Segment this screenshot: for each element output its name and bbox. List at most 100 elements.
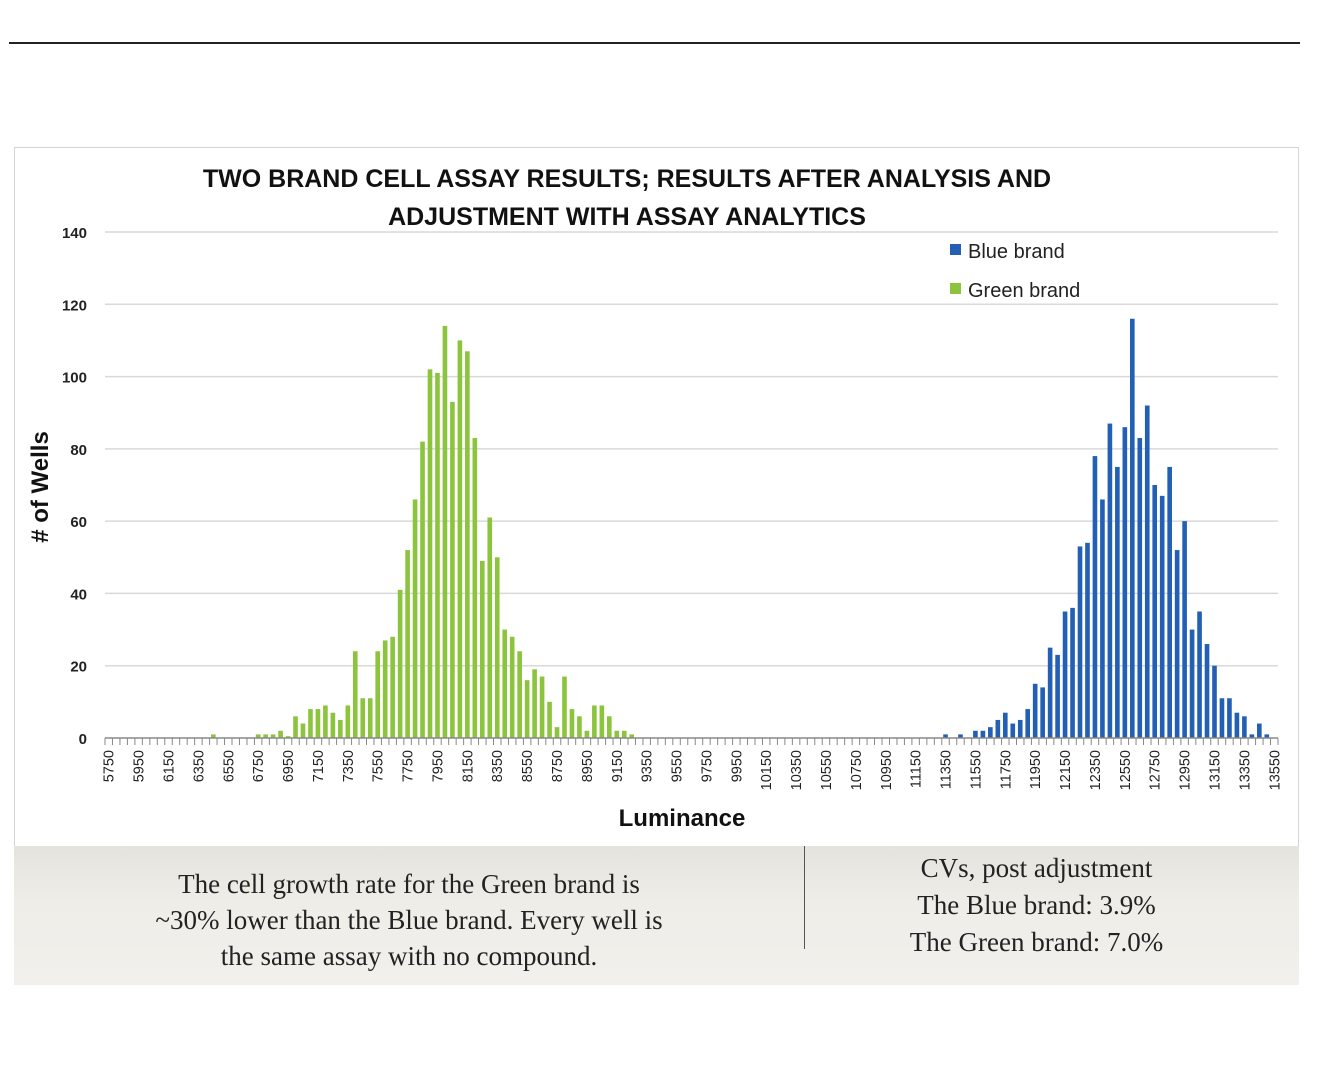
x-tick-label: 11950 <box>1028 750 1044 789</box>
green-brand-bar <box>293 716 298 738</box>
blue-brand-bar <box>973 730 978 738</box>
x-tick-label: 9950 <box>729 750 745 782</box>
blue-brand-bar <box>1025 709 1031 738</box>
green-brand-bar <box>577 716 582 738</box>
x-tick-label: 12950 <box>1178 750 1194 790</box>
green-brand-bar <box>539 676 545 738</box>
green-brand-bar <box>524 680 530 738</box>
caption-left-line-2: ~30% lower than the Blue brand. Every we… <box>155 905 663 935</box>
green-brand-bar <box>435 372 440 738</box>
x-tick-label: 9550 <box>670 750 686 782</box>
x-tick-label: 7150 <box>311 750 327 782</box>
blue-brand-bar <box>1137 438 1143 738</box>
blue-brand-bar <box>1167 466 1172 738</box>
green-brand-bar <box>569 709 575 738</box>
x-tick-label: 6550 <box>221 750 237 782</box>
green-brand-bar <box>397 589 403 738</box>
blue-brand-bar <box>1085 542 1090 738</box>
x-tick-label: 8550 <box>520 750 536 782</box>
green-brand-bar <box>547 701 552 738</box>
x-tick-label: 6750 <box>251 750 267 782</box>
x-tick-label: 9150 <box>610 750 626 782</box>
green-brand-bar <box>487 517 493 738</box>
y-tick-label: 80 <box>70 442 87 459</box>
caption-right-line-3: The Green brand: 7.0% <box>909 927 1164 957</box>
y-tick-label: 60 <box>70 514 87 531</box>
green-brand-bar <box>562 676 567 738</box>
blue-brand-bar <box>1107 423 1113 738</box>
green-brand-bar <box>494 557 500 738</box>
blue-brand-bar <box>1077 546 1083 738</box>
green-brand-bar <box>457 340 463 738</box>
blue-brand-bar <box>1092 456 1098 738</box>
y-tick-label: 20 <box>70 659 87 676</box>
green-brand-bar <box>599 705 605 738</box>
green-brand-bar <box>420 441 425 738</box>
green-brand-bar <box>300 723 306 738</box>
x-tick-label: 8150 <box>460 750 476 782</box>
chart-title-line-2: ADJUSTMENT WITH ASSAY ANALYTICS <box>388 203 866 231</box>
x-tick-label: 8950 <box>580 750 596 782</box>
blue-brand-bar <box>1010 723 1016 738</box>
green-brand-bar <box>479 560 485 738</box>
blue-brand-bar <box>980 730 986 738</box>
green-brand-bar <box>442 325 448 738</box>
x-tick-label: 6350 <box>191 750 207 782</box>
top-rule <box>9 42 1300 44</box>
x-tick-label: 5750 <box>102 750 118 782</box>
legend-label-blue: Blue brand <box>968 241 1065 263</box>
caption-growth-note: The cell growth rate for the Green brand… <box>14 866 804 974</box>
legend-label-green: Green brand <box>968 280 1080 302</box>
green-brand-bar <box>345 705 351 738</box>
blue-brand-bar <box>1152 485 1158 738</box>
green-brand-bar <box>405 550 410 738</box>
legend: Blue brand Green brand <box>950 241 1080 302</box>
blue-brand-bar <box>1017 719 1023 738</box>
x-tick-label: 10150 <box>759 750 775 790</box>
blue-brand-bar <box>958 734 963 738</box>
x-tick-label: 7950 <box>430 750 446 782</box>
green-brand-bar <box>584 730 590 738</box>
blue-brand-bar <box>1264 734 1270 738</box>
x-tick-label: 8750 <box>550 750 566 782</box>
blue-brand-bar <box>1047 647 1053 738</box>
blue-brand-bar <box>1122 427 1128 738</box>
blue-brand-bar <box>1189 629 1195 738</box>
blue-brand-bar <box>988 727 993 738</box>
green-brand-bar <box>338 719 343 738</box>
blue-brand-bar <box>1115 466 1120 738</box>
blue-brand-bar <box>943 734 948 738</box>
caption-right-line-1: CVs, post adjustment <box>920 853 1153 883</box>
green-brand-bar <box>517 651 522 738</box>
x-tick-label: 13350 <box>1237 750 1253 790</box>
blue-brand-bar <box>1227 698 1232 738</box>
blue-brand-bar <box>995 719 1001 738</box>
x-tick-label: 13550 <box>1267 750 1283 790</box>
y-tick-label: 140 <box>62 225 87 242</box>
x-tick-label: 11550 <box>968 750 984 789</box>
blue-brand-bar <box>1197 611 1202 738</box>
green-brand-bar <box>315 709 321 738</box>
caption-divider <box>804 846 805 949</box>
x-tick-label: 5950 <box>132 750 148 782</box>
green-brand-bar <box>450 401 455 738</box>
green-brand-bar <box>382 640 388 738</box>
caption-left-line-1: The cell growth rate for the Green brand… <box>178 869 640 899</box>
caption-bar: The cell growth rate for the Green brand… <box>14 846 1299 985</box>
legend-swatch-blue <box>950 244 961 255</box>
blue-brand-bar <box>1242 716 1247 738</box>
blue-brand-bar <box>1182 521 1187 738</box>
blue-brand-bar <box>1257 723 1262 738</box>
chart-panel <box>14 147 1299 985</box>
x-tick-label: 10950 <box>879 750 895 790</box>
green-brand-bar <box>621 730 627 738</box>
blue-brand-bar <box>1249 734 1255 738</box>
green-brand-bar <box>532 669 537 738</box>
green-brand-bar <box>472 438 478 738</box>
green-brand-bar <box>412 499 418 738</box>
blue-brand-bar <box>1070 607 1075 738</box>
x-tick-label: 7350 <box>341 750 357 782</box>
green-brand-bar <box>360 698 366 738</box>
blue-brand-bar <box>1129 318 1135 738</box>
x-tick-label: 9350 <box>640 750 656 782</box>
